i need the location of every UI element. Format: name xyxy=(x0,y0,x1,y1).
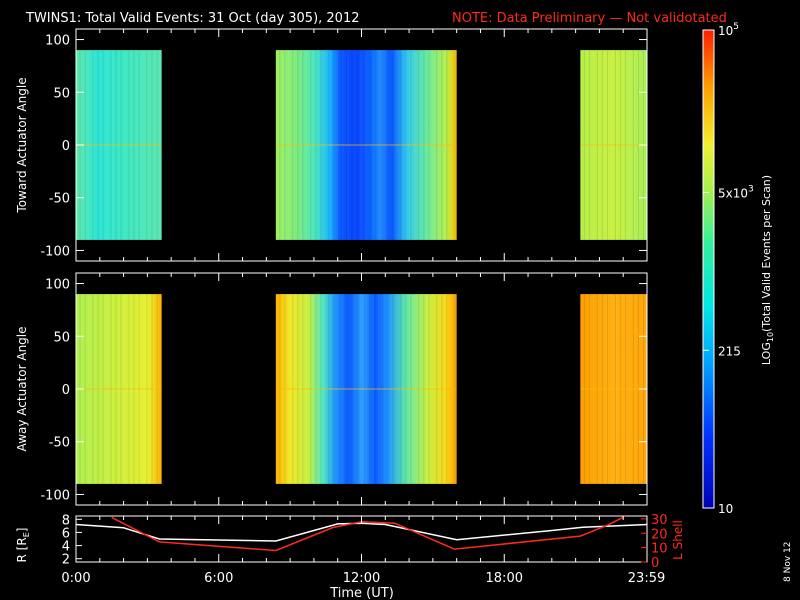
colorbar-scale xyxy=(702,29,715,509)
toward-panel: 100 50 0 -50 -100 Toward Actuator Angle xyxy=(15,28,648,262)
lshell-tick-label: 30 xyxy=(651,513,668,528)
away-ylabel: Away Actuator Angle xyxy=(15,326,29,451)
colorbar-ticks: 105 5x103 215 10 xyxy=(703,22,754,516)
away-ytick-label: -100 xyxy=(40,488,70,503)
toward-segment-2 xyxy=(275,50,457,240)
toward-segment-3 xyxy=(580,50,647,240)
r-tick-label: 8 xyxy=(62,513,70,528)
x-tick-label: 6:00 xyxy=(204,571,233,586)
toward-ytick-label: 50 xyxy=(53,86,70,101)
away-ytick-label: 100 xyxy=(45,278,70,293)
x-tick-label: 23:59 xyxy=(628,571,665,586)
toward-ylabel: Toward Actuator Angle xyxy=(15,77,29,213)
away-heatmap xyxy=(75,294,647,484)
away-y-ticks: 100 50 0 -50 -100 xyxy=(40,278,647,503)
away-segment-3 xyxy=(580,294,647,484)
away-segment-1 xyxy=(76,294,162,484)
time-x-ticks: 0:00 6:00 12:00 18:00 23:59 xyxy=(61,29,665,586)
away-panel: 100 50 0 -50 -100 Away Actuator Angle xyxy=(15,272,648,506)
away-ytick-label: 50 xyxy=(53,330,70,345)
colorbar-label: LOG10(Total Valid Events per Scan) xyxy=(760,175,775,365)
colorbar-tick-label: 105 xyxy=(718,22,739,38)
r-tick-label: 6 xyxy=(62,526,70,541)
away-ytick-label: 0 xyxy=(62,383,70,398)
toward-y-ticks: 100 50 0 -50 -100 xyxy=(40,34,647,259)
r-tick-label: 2 xyxy=(62,553,70,568)
toward-heatmap xyxy=(75,50,647,240)
away-ytick-label: -50 xyxy=(49,436,70,451)
x-tick-label: 0:00 xyxy=(61,571,90,586)
lshell-tick-label: 10 xyxy=(651,542,668,557)
r-axis-label: R [RE] xyxy=(15,528,31,563)
r-tick-label: 4 xyxy=(62,540,70,555)
x-axis-label: Time (UT) xyxy=(329,586,394,600)
away-segment-2 xyxy=(275,294,457,484)
lshell-tick-label: 20 xyxy=(651,527,668,542)
colorbar-tick-label: 215 xyxy=(718,344,741,358)
x-tick-label: 12:00 xyxy=(343,571,380,586)
toward-ytick-label: 100 xyxy=(45,34,70,49)
colorbar-tick-label: 10 xyxy=(718,502,733,516)
toward-ytick-label: 0 xyxy=(62,139,70,154)
colorbar-tick-label: 5x103 xyxy=(718,185,754,201)
date-stamp: 8 Nov 12 xyxy=(783,542,793,582)
lshell-tick-label: 0 xyxy=(651,556,659,571)
x-tick-label: 18:00 xyxy=(486,571,523,586)
colorbar: 105 5x103 215 10 LOG10(Total Valid Events p… xyxy=(702,22,775,516)
chart-title: TWINS1: Total Valid Events: 31 Oct (day … xyxy=(25,11,360,26)
lshell-axis-label: L Shell xyxy=(671,520,685,560)
chart-note: NOTE: Data Preliminary — Not validotated xyxy=(452,11,727,26)
toward-ytick-label: -100 xyxy=(40,244,70,259)
toward-segment-1 xyxy=(76,50,162,240)
toward-ytick-label: -50 xyxy=(49,192,70,207)
lshell-series-line xyxy=(111,516,626,552)
